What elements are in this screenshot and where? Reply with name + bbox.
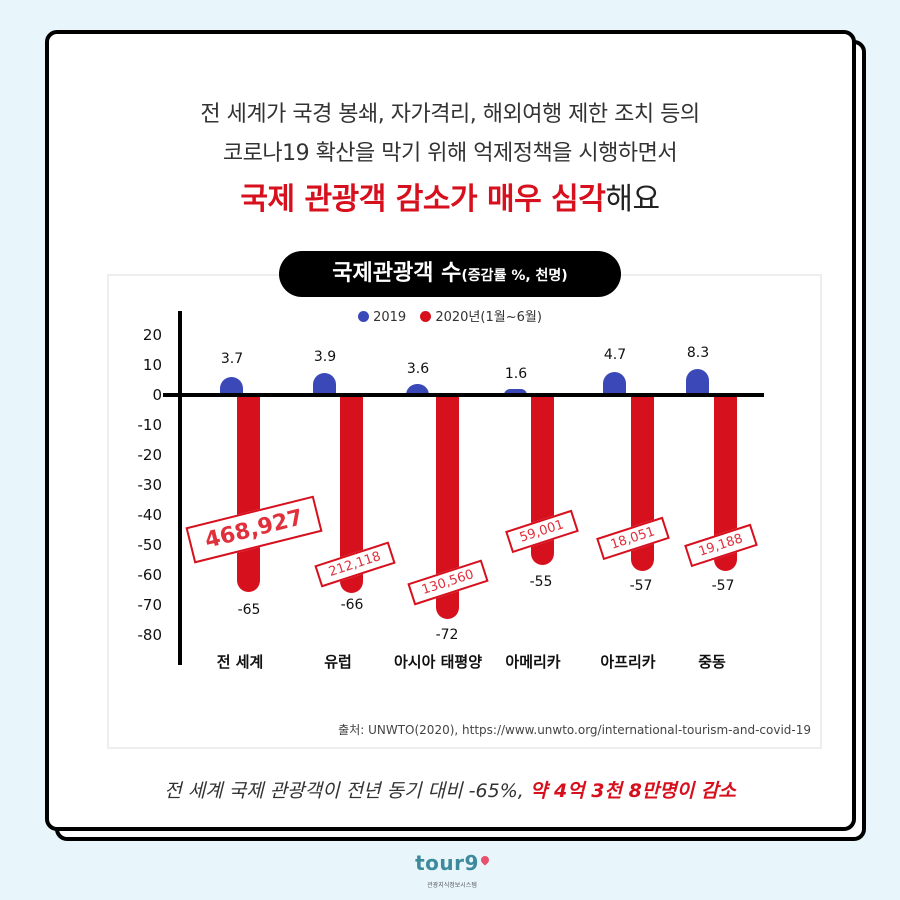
y-tick: -50 (137, 536, 163, 554)
bar-2019-europe (313, 373, 336, 395)
value-label-2020: -66 (340, 597, 364, 613)
headline-rest: 해요 (605, 182, 660, 217)
chart-legend: 2019 2020년(1월~6월) (0, 306, 900, 325)
bar-2019-world (220, 377, 243, 395)
category-label: 전 세계 (216, 653, 264, 671)
source-citation: 출처: UNWTO(2020), https://www.unwto.org/i… (338, 723, 811, 737)
chart-panel (107, 274, 822, 749)
value-label-2019: 3.6 (406, 361, 430, 377)
headline-highlight: 국제 관광객 감소가 매우 심각 (240, 182, 606, 217)
value-label-2020: -65 (237, 602, 261, 618)
legend-item-2020: 2020년(1월~6월) (420, 306, 542, 325)
y-tick: -70 (137, 596, 163, 614)
value-label-2019: 3.9 (313, 349, 337, 365)
bar-2019-asia-pacific (406, 384, 429, 395)
logo-word: tour9 (415, 851, 479, 875)
y-tick: 20 (142, 326, 162, 344)
category-label: 아메리카 (505, 653, 561, 671)
y-tick: -30 (137, 476, 163, 494)
zero-baseline (163, 393, 764, 397)
legend-dot-blue-icon (358, 311, 370, 322)
bar-2019-middle-east (686, 369, 709, 395)
location-pin-icon (479, 854, 491, 866)
y-tick: -20 (137, 446, 163, 464)
value-label-2019: 1.6 (504, 366, 528, 382)
intro-line-2: 코로나19 확산을 막기 위해 억제정책을 시행하면서 (222, 141, 678, 166)
logo-tagline: 관광지식정보시스템 (427, 882, 477, 889)
y-tick: -80 (137, 626, 163, 644)
headline: 국제 관광객 감소가 매우 심각해요 (0, 174, 900, 218)
value-label-2020: -55 (529, 574, 553, 590)
bar-2020-middle-east (714, 397, 737, 571)
y-tick: -60 (137, 566, 163, 584)
summary-highlight: 약 4억 3천 8만명이 감소 (529, 780, 736, 802)
legend-label: 2020년(1월~6월) (435, 310, 542, 325)
value-label-2020: -57 (629, 578, 653, 594)
category-label: 중동 (698, 653, 726, 671)
legend-label: 2019 (373, 310, 407, 325)
category-label: 아시아 태평양 (393, 653, 483, 671)
value-label-2020: -57 (711, 578, 735, 594)
legend-dot-red-icon (420, 311, 432, 322)
bar-2019-americas (504, 389, 527, 395)
y-tick: 0 (152, 386, 162, 404)
value-label-2019: 8.3 (686, 345, 710, 361)
value-label-2020: -72 (435, 627, 459, 643)
chart-title-main: 국제관광객 수 (332, 261, 462, 286)
bar-2020-asia-pacific (436, 397, 459, 619)
chart-title: 국제관광객 수(증감률 %, 천명) (279, 251, 621, 297)
chart-title-sub: (증감률 %, 천명) (461, 268, 568, 284)
summary: 전 세계 국제 관광객이 전년 동기 대비 -65%, 약 4억 3천 8만명이… (0, 776, 900, 803)
tour9-logo: tour9 관광지식정보시스템 (412, 852, 492, 896)
value-label-2019: 3.7 (220, 351, 244, 367)
summary-text: 전 세계 국제 관광객이 전년 동기 대비 -65%, (164, 780, 530, 802)
value-label-2019: 4.7 (603, 347, 627, 363)
category-label: 아프리카 (600, 653, 656, 671)
y-tick: 10 (142, 356, 162, 374)
category-label: 유럽 (324, 653, 352, 671)
bar-2020-europe (340, 397, 363, 593)
bar-2020-world (237, 397, 260, 592)
legend-item-2019: 2019 (358, 310, 406, 325)
intro-line-1: 전 세계가 국경 봉쇄, 자가격리, 해외여행 제한 조치 등의 (200, 102, 700, 127)
y-tick: -10 (137, 416, 163, 434)
bar-2019-africa (603, 372, 626, 395)
y-tick: -40 (137, 506, 163, 524)
y-axis (178, 311, 182, 665)
